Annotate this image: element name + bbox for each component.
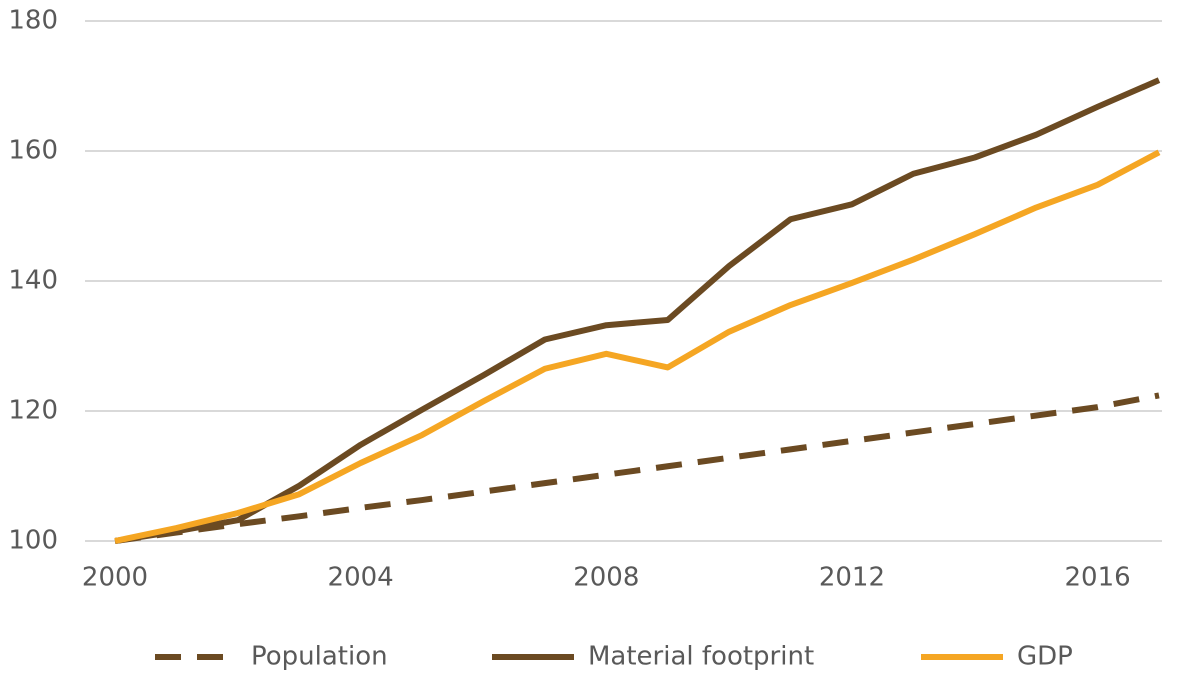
x-tick-label: 2016 [1065, 563, 1131, 593]
y-tick-label: 160 [8, 136, 58, 166]
series-line [114, 392, 1160, 544]
legend-label: Population [251, 642, 388, 672]
y-tick-label: 100 [8, 526, 58, 556]
series-line [114, 77, 1161, 544]
legend-label: GDP [1017, 642, 1073, 672]
y-tick-label: 180 [8, 6, 58, 36]
x-tick-label: 2000 [82, 563, 148, 593]
x-tick-label: 2012 [819, 563, 885, 593]
legend-label: Material footprint [588, 642, 814, 672]
y-tick-label: 140 [8, 266, 58, 296]
series-line [114, 149, 1161, 544]
y-tick-label: 120 [8, 396, 58, 426]
x-tick-label: 2004 [328, 563, 394, 593]
x-tick-label: 2008 [573, 563, 639, 593]
